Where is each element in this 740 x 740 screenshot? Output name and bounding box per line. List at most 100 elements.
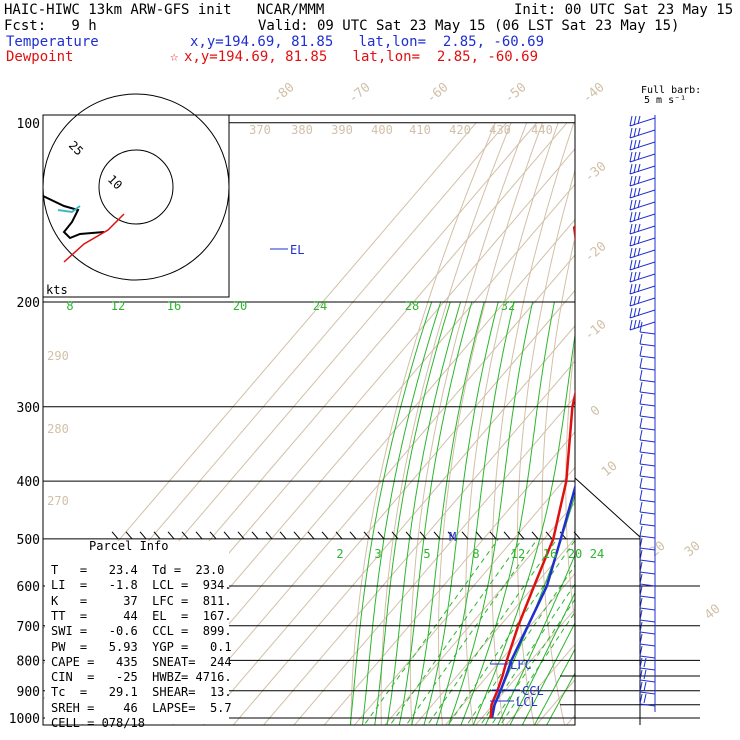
isotherm-line	[353, 466, 575, 725]
barb-flag	[629, 175, 633, 187]
level-label-el: EL	[290, 243, 304, 257]
wind-barb-icon	[639, 441, 656, 455]
valid-time: Valid: 09 UTC Sat 23 May 15 (06 LST Sat …	[258, 18, 680, 34]
barb-flag	[629, 163, 633, 175]
temperature-trace	[490, 483, 575, 719]
parcel-info-panel: Parcel Info T = 23.4 Td = 23.0 LI = -1.8 …	[45, 539, 232, 730]
wind-barb-icon	[639, 573, 656, 587]
moist-adiabat-line	[411, 301, 485, 725]
barb-flag	[629, 259, 633, 271]
barb-flag	[629, 295, 633, 307]
barb-flag	[637, 175, 641, 185]
barb-flag	[639, 441, 643, 453]
barb-flag	[637, 127, 641, 137]
isotherm-line	[323, 431, 575, 725]
hatch-mark	[419, 531, 427, 540]
barb-shaft	[639, 499, 656, 503]
hatch-mark	[517, 531, 525, 540]
wind-barb-icon	[629, 151, 656, 163]
barb-flag	[637, 151, 641, 161]
barb-flag	[629, 139, 633, 151]
barb-flag	[637, 247, 641, 257]
barb-flag	[629, 235, 633, 247]
wind-barb-icon	[639, 357, 656, 371]
mixing-ratio-line	[363, 538, 499, 725]
theta-label: 290	[47, 349, 69, 363]
wind-barb-icon	[629, 199, 656, 211]
hodograph-frame	[42, 114, 230, 298]
wind-barb-icon	[629, 187, 656, 199]
mixing-ratio-label: 24	[590, 547, 604, 561]
theta-e-label: 32	[501, 299, 515, 313]
wind-barb-icon	[629, 223, 656, 235]
pressure-label: 500	[17, 533, 40, 548]
hodograph-ring-outer	[42, 93, 230, 281]
theta-e-label: 12	[111, 299, 125, 313]
barb-shaft	[639, 583, 656, 587]
wind-barb-icon	[639, 681, 656, 695]
hatch-mark	[237, 531, 245, 540]
barb-shaft	[639, 667, 656, 671]
frame-edge	[574, 477, 641, 725]
barb-flag	[633, 187, 637, 198]
barb-flag	[629, 115, 633, 127]
wind-barb-icon	[639, 537, 656, 551]
barb-flag	[633, 139, 637, 150]
isotherm-label: 40	[702, 602, 724, 624]
mixing-ratio-line	[405, 538, 538, 725]
hatch-mark	[349, 531, 357, 540]
isotherm-line	[505, 643, 575, 725]
barb-flag	[643, 693, 647, 704]
theta-label: 420	[449, 123, 471, 137]
barb-flag	[633, 307, 637, 318]
wind-barb-icon	[639, 417, 656, 431]
barb-shaft	[639, 523, 656, 527]
isotherm-line	[293, 395, 575, 725]
wind-barb-icon	[639, 393, 656, 407]
isotherm-label: 0	[588, 403, 604, 420]
hatch-mark	[181, 531, 189, 540]
mixing-ratio-label: 8	[472, 547, 479, 561]
dry-adiabat-line	[589, 123, 637, 731]
hatch-mark	[307, 531, 315, 540]
hatch-mark	[167, 531, 175, 540]
dry-adiabat-line	[654, 123, 719, 731]
forecast-hour: Fcst: 9 h	[4, 18, 97, 34]
mixing-ratio-line	[447, 539, 575, 725]
barb-shaft	[639, 547, 656, 551]
theta-e-label: 8	[66, 299, 73, 313]
barb-shaft	[639, 535, 656, 539]
barb-flag	[639, 489, 643, 501]
dewpoint-trace	[489, 224, 575, 719]
hodograph-ring-inner	[98, 149, 174, 225]
isotherm-label: -80	[270, 80, 298, 107]
wind-barb-icon	[629, 271, 656, 283]
wind-barb-icon	[639, 657, 656, 671]
wind-barb-icon	[639, 453, 656, 467]
barb-shaft	[639, 391, 656, 395]
level-label-lcl: LCL	[516, 695, 538, 709]
moist-adiabat-line	[423, 301, 499, 725]
barb-flag	[639, 621, 643, 633]
moist-adiabat-line	[361, 301, 442, 725]
parcel-info-row: TT = 44 EL = 167.	[51, 608, 232, 623]
barb-flag	[639, 645, 643, 657]
wind-barb-icon	[639, 621, 656, 635]
barb-shaft	[639, 619, 656, 623]
isotherm-line	[172, 254, 575, 725]
hatch-mark	[433, 531, 441, 540]
barb-flag	[633, 247, 637, 258]
barb-flag	[639, 453, 643, 465]
hatch-mark	[251, 531, 259, 540]
barb-flag	[637, 139, 641, 149]
barb-flag	[639, 585, 643, 597]
model-title: HAIC-HIWC 13km ARW-GFS init NCAR/MMM	[4, 2, 325, 18]
dry-adiabat-line	[734, 123, 740, 731]
mixing-ratio-line	[499, 611, 575, 725]
hatch-mark	[293, 531, 301, 540]
barb-flag	[633, 319, 637, 330]
barb-flag	[637, 115, 641, 125]
barb-flag	[633, 283, 637, 294]
mixing-ratio-label: 20	[568, 547, 582, 561]
parcel-info-row: PW = 5.93 YGP = 0.1	[51, 639, 232, 654]
